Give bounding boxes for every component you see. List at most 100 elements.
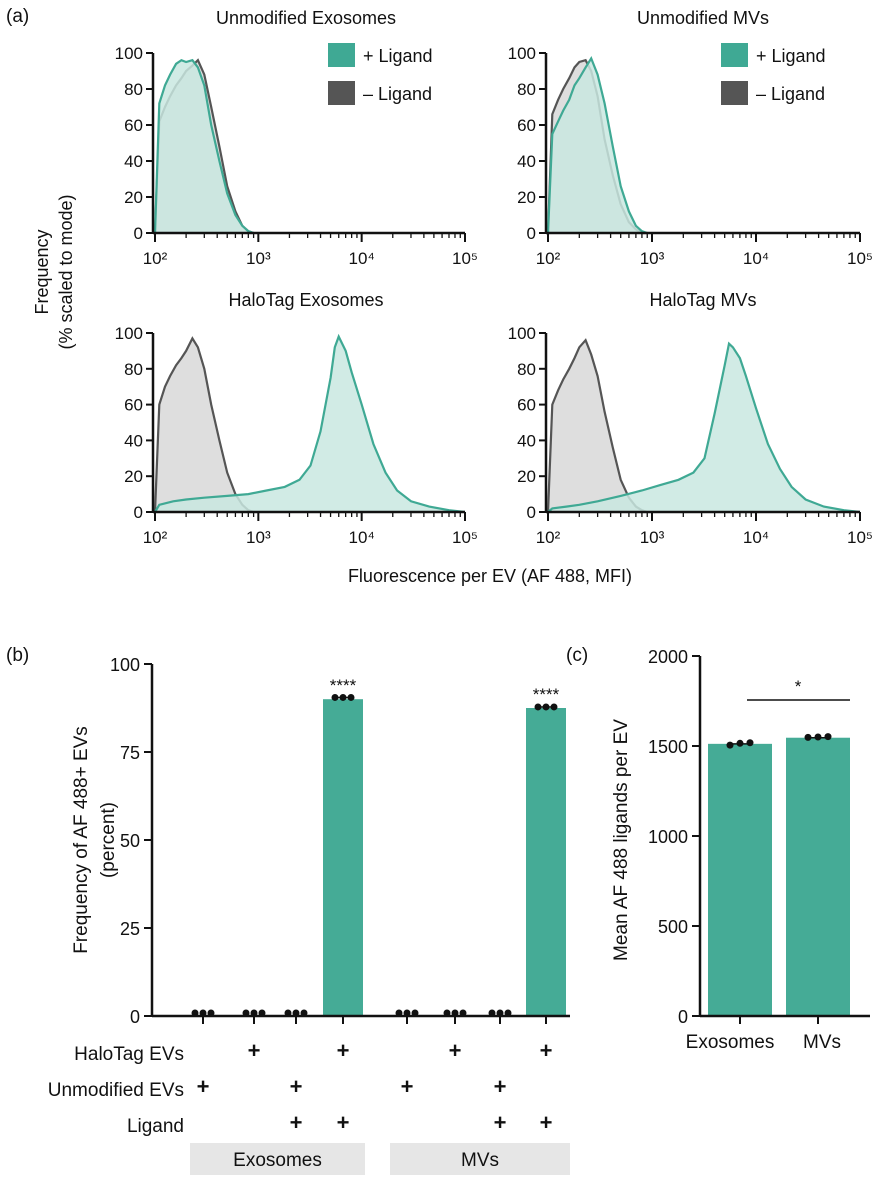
legend-swatch-minus-ligand (721, 81, 748, 105)
legend-swatch-plus-ligand (721, 43, 748, 67)
bar (708, 743, 772, 1016)
group-label: MVs (461, 1150, 499, 1171)
chart-title: HaloTag Exosomes (228, 290, 383, 310)
y-tick-label: 25 (120, 919, 140, 939)
condition-mark: + (540, 1110, 553, 1135)
y-tick-label: 50 (120, 831, 140, 851)
y-tick-label: 40 (124, 152, 143, 171)
legend-label-plus-ligand: + Ligand (363, 46, 433, 66)
x-tick-label: 10² (143, 528, 168, 547)
y-tick-label: 80 (517, 80, 536, 99)
hist-y-label-2: (% scaled to mode) (56, 194, 76, 349)
panel-label-b: (b) (6, 645, 29, 666)
histogram-unmodified-mvs: Unmodified MVs 0 20 40 60 80 100 10² 10³ 10⁴ 10⁵ + … (508, 8, 873, 268)
histogram-halotag-mvs: HaloTag MVs 0 20 40 60 80 100 10² 10³ 10⁴ 10⁵ (508, 290, 873, 547)
y-tick-label: 60 (124, 396, 143, 415)
y-tick-label: 20 (124, 467, 143, 486)
y-tick-label: 1500 (648, 737, 688, 757)
y-tick-label: 80 (517, 360, 536, 379)
y-axis-label-unit: (percent) (98, 802, 119, 878)
y-tick-label: 80 (124, 80, 143, 99)
hist-x-label: Fluorescence per EV (AF 488, MFI) (348, 566, 632, 586)
histogram-unmodified-exosomes: Unmodified Exosomes 0 20 40 60 80 100 10² 10³ 10⁴… (115, 8, 478, 268)
series-plus-ligand-line (547, 341, 861, 514)
data-point (496, 1009, 504, 1017)
y-tick-label: 20 (517, 467, 536, 486)
data-point (300, 1009, 308, 1017)
bar-chart-frequency: Frequency of AF 488+ EVs (percent) **** ***… (48, 655, 570, 1175)
y-tick-label: 0 (134, 224, 143, 243)
condition-row-label: HaloTag EVs (74, 1044, 184, 1065)
panel-label-c: (c) (566, 645, 588, 666)
y-tick-label: 0 (130, 1007, 140, 1027)
y-tick-label: 1000 (648, 827, 688, 847)
x-tick-label: Exosomes (686, 1032, 775, 1053)
bar (786, 737, 850, 1016)
series-minus-ligand-area (155, 338, 254, 512)
x-tick-label: 10³ (246, 528, 271, 547)
legend-label-minus-ligand: – Ligand (756, 84, 825, 104)
x-tick-label: 10⁴ (349, 249, 375, 268)
x-tick-label: MVs (803, 1032, 841, 1053)
group-band (190, 1143, 365, 1175)
y-tick-label: 60 (517, 396, 536, 415)
data-point (242, 1009, 250, 1017)
data-point (258, 1009, 266, 1017)
y-tick-label: 40 (517, 152, 536, 171)
x-tick-label: 10⁴ (349, 528, 375, 547)
y-tick-label: 20 (517, 188, 536, 207)
y-tick-label: 0 (527, 224, 536, 243)
x-tick-label: 10³ (640, 249, 665, 268)
y-tick-label: 100 (508, 44, 536, 63)
series-plus-ligand-area (155, 336, 465, 512)
condition-row-label: Ligand (127, 1116, 184, 1137)
x-tick-label: 10⁴ (743, 528, 769, 547)
y-tick-label: 500 (658, 917, 688, 937)
legend-label-plus-ligand: + Ligand (756, 46, 826, 66)
series-plus-ligand-area (548, 343, 860, 512)
panel-label-a: (a) (6, 6, 29, 27)
legend-swatch-minus-ligand (328, 81, 355, 105)
y-tick-label: 20 (124, 188, 143, 207)
data-point (191, 1009, 199, 1017)
data-point (451, 1009, 459, 1017)
series-plus-ligand-area (548, 58, 648, 234)
y-tick-label: 60 (517, 116, 536, 135)
series-plus-ligand-line (154, 333, 466, 514)
x-tick-label: 10⁵ (452, 249, 478, 268)
chart-title: Unmodified MVs (637, 8, 769, 28)
y-tick-label: 40 (124, 431, 143, 450)
significance-label: * (795, 677, 802, 696)
significance-label: **** (533, 685, 560, 704)
data-point (459, 1009, 467, 1017)
data-point (395, 1009, 403, 1017)
group-label: Exosomes (233, 1150, 322, 1171)
bar (323, 699, 363, 1016)
data-point (250, 1009, 258, 1017)
group-band (390, 1143, 570, 1175)
y-tick-label: 100 (110, 655, 140, 675)
x-tick-label: 10² (536, 528, 561, 547)
y-tick-label: 40 (517, 431, 536, 450)
x-tick-label: 10³ (246, 249, 271, 268)
condition-row-label: Unmodified EVs (48, 1080, 184, 1101)
x-tick-label: 10⁵ (452, 528, 478, 547)
condition-mark: + (290, 1074, 303, 1099)
series-minus-ligand-area (548, 340, 648, 512)
condition-mark: + (494, 1110, 507, 1135)
chart-title: Unmodified Exosomes (216, 8, 396, 28)
data-point (199, 1009, 207, 1017)
condition-mark: + (401, 1074, 414, 1099)
hist-y-label-1: Frequency (32, 229, 52, 314)
legend-label-minus-ligand: – Ligand (363, 84, 432, 104)
condition-mark: + (540, 1038, 553, 1063)
chart-title: HaloTag MVs (649, 290, 756, 310)
x-tick-label: 10³ (640, 528, 665, 547)
data-point (726, 741, 734, 749)
data-point (403, 1009, 411, 1017)
y-tick-label: 0 (678, 1007, 688, 1027)
y-tick-label: 60 (124, 116, 143, 135)
condition-mark: + (337, 1110, 350, 1135)
x-tick-label: 10² (536, 249, 561, 268)
